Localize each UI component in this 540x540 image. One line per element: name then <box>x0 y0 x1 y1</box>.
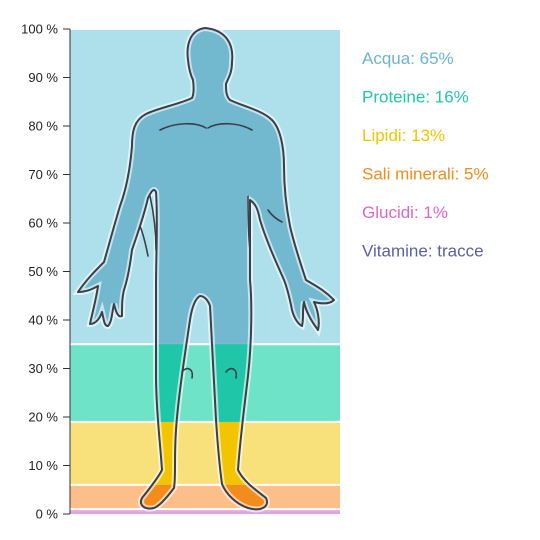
y-tick-label: 40 % <box>28 313 58 328</box>
y-tick-label: 20 % <box>28 410 58 425</box>
y-tick-label: 50 % <box>28 264 58 279</box>
figure-detail-line <box>149 195 157 251</box>
figure-fill-acqua <box>78 28 334 510</box>
legend-entry-glucidi: Glucidi: 1% <box>362 203 448 222</box>
y-tick-label: 90 % <box>28 70 58 85</box>
legend: Acqua: 65% Proteine: 16% Lipidi: 13% Sali m… <box>362 49 489 261</box>
y-tick-label: 100 % <box>21 22 58 37</box>
figure-detail-line <box>181 367 194 379</box>
legend-entry-proteine: Proteine: 16% <box>362 88 469 107</box>
band-proteine <box>70 344 340 422</box>
y-tick-label: 60 % <box>28 216 58 231</box>
y-tick-label: 0 % <box>36 507 59 522</box>
y-tick-label: 80 % <box>28 119 58 134</box>
legend-entry-acqua: Acqua: 65% <box>362 49 454 68</box>
figure-detail-line <box>139 225 149 257</box>
y-tick-label: 10 % <box>28 458 58 473</box>
band-lipidi <box>70 421 340 485</box>
band-glucidi <box>70 509 340 514</box>
y-axis: 0 % 10 % 20 % 30 % 40 % 50 % 60 % 70 % 80 % 90 % 1… <box>21 22 71 522</box>
legend-entry-sali-minerali: Sali minerali: 5% <box>362 165 489 184</box>
legend-entry-lipidi: Lipidi: 13% <box>362 126 445 145</box>
y-tick-label: 30 % <box>28 361 58 376</box>
figure-detail-line <box>225 367 238 379</box>
figure-detail-line <box>247 195 251 251</box>
legend-entry-vitamine: Vitamine: tracce <box>362 242 484 261</box>
figure-detail-line <box>159 122 207 131</box>
figure-detail-line <box>267 209 283 223</box>
y-tick-label: 70 % <box>28 167 58 182</box>
band-sali-minerali <box>70 484 340 510</box>
figure-outline <box>77 27 335 511</box>
figure-detail-line <box>207 122 253 131</box>
